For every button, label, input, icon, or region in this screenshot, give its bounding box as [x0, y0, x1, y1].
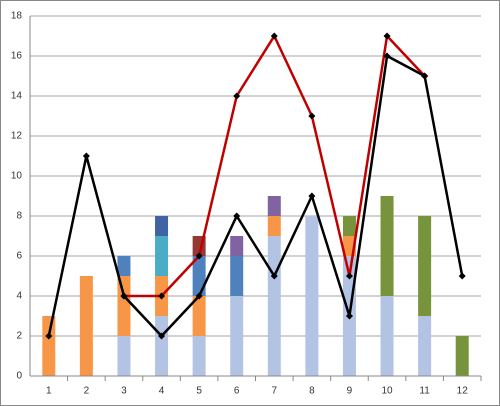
line-marker — [195, 292, 203, 300]
bar-segment — [117, 276, 131, 336]
line — [47, 54, 464, 338]
y-tick-label: 18 — [11, 11, 23, 22]
y-tick-label: 16 — [11, 51, 23, 62]
bar-segment — [418, 216, 432, 316]
line-marker — [458, 272, 466, 280]
line-marker — [82, 152, 90, 160]
x-tick-label: 11 — [419, 386, 430, 397]
x-tick-label: 2 — [84, 386, 90, 397]
x-tick-label: 8 — [309, 386, 315, 397]
bar-segment — [380, 196, 394, 296]
bar-segment — [230, 236, 244, 256]
bar-segment — [342, 216, 356, 236]
line-marker — [233, 92, 241, 100]
line-marker — [345, 272, 353, 280]
x-tick-label: 4 — [159, 386, 165, 397]
y-tick-label: 2 — [16, 331, 22, 342]
bar-segment — [192, 336, 206, 376]
y-tick-label: 4 — [16, 291, 22, 302]
bar-segment — [42, 316, 56, 376]
x-tick-label: 10 — [381, 386, 393, 397]
x-tick-label: 6 — [234, 386, 240, 397]
line-marker — [308, 192, 316, 200]
line-marker — [345, 312, 353, 320]
bar-segment — [267, 196, 281, 216]
bar-segment — [418, 316, 432, 376]
x-tick-label: 12 — [457, 386, 469, 397]
line-marker — [158, 292, 166, 300]
y-tick-label: 10 — [11, 171, 23, 182]
bar-segment — [155, 236, 169, 276]
bar-segment — [117, 336, 131, 376]
bar-segment — [192, 256, 206, 296]
line-marker — [233, 212, 241, 220]
line-marker — [383, 52, 391, 60]
x-tick-label: 9 — [347, 386, 353, 397]
bar-segment — [155, 316, 169, 376]
x-tick-label: 3 — [121, 386, 127, 397]
x-tick-label: 1 — [46, 386, 52, 397]
bar-segment — [230, 256, 244, 296]
line-marker — [270, 272, 278, 280]
y-tick-label: 0 — [16, 371, 22, 382]
bar-segment — [267, 236, 281, 376]
y-tick-label: 14 — [11, 91, 23, 102]
bar-segment — [455, 336, 469, 376]
bar-segment — [380, 296, 394, 376]
bar-segment — [305, 216, 319, 376]
bar-segment — [117, 256, 131, 276]
line-marker — [308, 112, 316, 120]
y-tick-label: 6 — [16, 251, 22, 262]
bar-segment — [155, 216, 169, 236]
y-tick-label: 8 — [16, 211, 22, 222]
line-marker — [158, 332, 166, 340]
bar-segment — [267, 216, 281, 236]
bar-segment — [230, 296, 244, 376]
line-marker — [270, 32, 278, 40]
bar-segment — [79, 276, 93, 376]
line-marker — [195, 252, 203, 260]
bar-segment — [192, 296, 206, 336]
line-marker — [45, 332, 53, 340]
y-tick-label: 12 — [11, 131, 23, 142]
x-tick-label: 7 — [272, 386, 278, 397]
line-marker — [120, 292, 128, 300]
line-marker — [421, 72, 429, 80]
x-tick-label: 5 — [196, 386, 202, 397]
line-marker — [383, 32, 391, 40]
